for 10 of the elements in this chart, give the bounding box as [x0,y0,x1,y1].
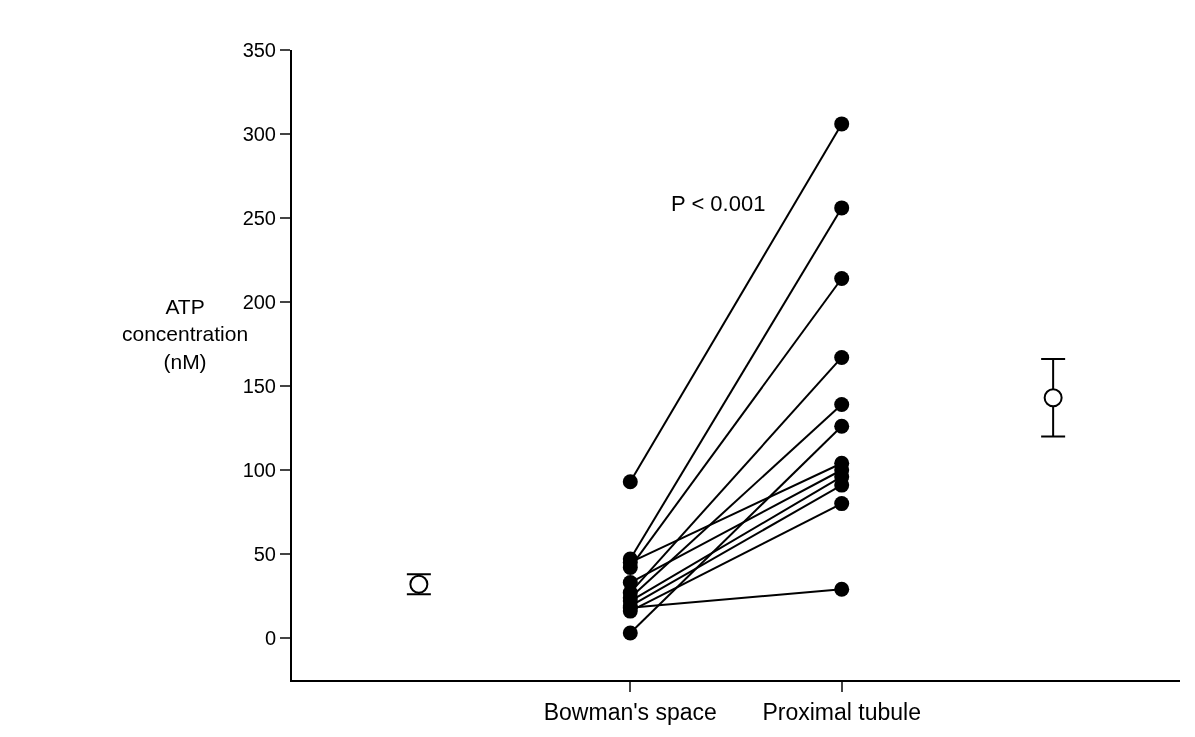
y-tick-label: 0 [264,627,276,649]
x-tick-label: Proximal tubule [762,698,921,725]
annotation: P < 0.001 [671,191,766,216]
y-tick-label: 300 [242,123,276,145]
y-tick-label: 50 [253,543,276,565]
y-tick-label: 350 [242,39,276,61]
y-tick-label: 250 [242,207,276,229]
x-tick-label: Bowman's space [543,698,717,725]
y-tick-label: 150 [242,375,276,397]
y-tick-label: 100 [242,459,276,481]
